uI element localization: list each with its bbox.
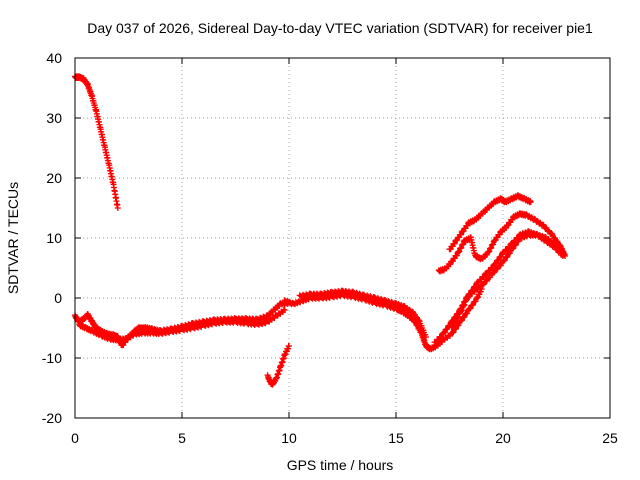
data-point <box>452 318 459 325</box>
x-tick-label: 10 <box>281 430 297 446</box>
data-point <box>467 305 474 312</box>
y-tick-label: 0 <box>54 290 62 306</box>
x-tick-label: 0 <box>71 430 79 446</box>
data-point <box>455 313 462 320</box>
data-point <box>444 325 451 332</box>
data-point <box>527 199 534 205</box>
series-upper-arc <box>435 210 569 275</box>
data-point <box>498 253 505 260</box>
data-point <box>491 269 498 276</box>
data-point <box>494 265 501 272</box>
tick-labels: 0 5 10 15 20 25 -20 -10 0 10 20 30 40 <box>42 50 618 446</box>
chart-title: Day 037 of 2026, Sidereal Day-to-day VTE… <box>87 20 593 36</box>
x-tick-label: 25 <box>602 430 618 446</box>
data-point <box>454 314 461 321</box>
data-point <box>562 253 569 259</box>
data-point <box>458 308 465 315</box>
data-point <box>501 257 508 264</box>
data-point <box>452 319 459 325</box>
data-point <box>470 301 477 308</box>
series-top-arc <box>446 192 534 253</box>
data-point <box>470 286 477 293</box>
data-point <box>461 301 468 308</box>
series-rise-b <box>448 228 566 331</box>
y-tick-label: -10 <box>42 350 62 366</box>
plot-frame <box>74 57 611 419</box>
data-point <box>114 205 121 211</box>
data-point <box>458 307 465 314</box>
data-point <box>472 298 479 305</box>
data-point <box>480 281 487 288</box>
y-tick-label: 10 <box>46 230 62 246</box>
data-point <box>463 297 470 304</box>
y-tick-label: -20 <box>42 410 62 426</box>
data-points <box>72 73 569 388</box>
data-point <box>461 313 468 320</box>
data-point <box>467 290 474 297</box>
data-point <box>504 253 511 260</box>
y-axis-label: SDTVAR / TECUs <box>5 182 21 294</box>
data-point <box>556 242 563 248</box>
data-point <box>464 296 471 303</box>
series-early-decay <box>72 73 121 211</box>
series-baseline-b <box>76 306 288 344</box>
data-point <box>455 322 462 329</box>
y-tick-label: 20 <box>46 170 62 186</box>
data-point <box>506 250 513 257</box>
data-point <box>493 260 500 267</box>
data-point <box>422 334 429 340</box>
data-point <box>464 310 471 317</box>
data-point <box>458 317 465 324</box>
data-point <box>286 343 292 349</box>
data-point <box>450 322 457 329</box>
x-tick-label: 20 <box>495 430 511 446</box>
grid <box>75 58 610 418</box>
x-axis-label: GPS time / hours <box>287 457 394 473</box>
y-tick-label: 40 <box>46 50 62 66</box>
data-point <box>450 329 457 336</box>
y-tick-label: 30 <box>46 110 62 126</box>
data-point <box>497 262 504 269</box>
series-midday-upper <box>296 287 429 340</box>
data-point <box>495 256 502 263</box>
data-point <box>510 245 517 252</box>
data-point <box>281 307 288 313</box>
data-point <box>449 323 456 330</box>
data-point <box>487 274 494 281</box>
data-point <box>441 329 448 336</box>
x-tick-label: 5 <box>178 430 186 446</box>
data-point <box>483 277 490 284</box>
data-point <box>460 302 467 309</box>
data-point <box>472 283 479 290</box>
series-dip-9h <box>264 343 292 388</box>
x-tick-label: 15 <box>388 430 404 446</box>
